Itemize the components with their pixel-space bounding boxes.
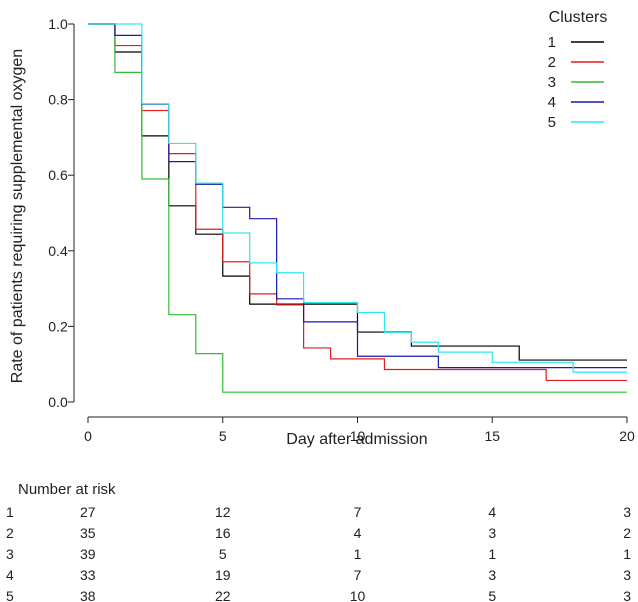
risk-count: 1 xyxy=(623,546,631,562)
risk-count: 3 xyxy=(623,567,631,583)
legend-title: Clusters xyxy=(549,9,608,26)
risk-count: 1 xyxy=(354,546,362,562)
y-tick-label: 0.0 xyxy=(48,394,68,410)
risk-row-label: 2 xyxy=(6,525,14,541)
risk-row-label: 4 xyxy=(6,567,14,583)
x-tick-label: 15 xyxy=(484,428,500,444)
x-tick-label: 10 xyxy=(350,428,366,444)
x-tick-label: 20 xyxy=(619,428,635,444)
risk-count: 22 xyxy=(215,588,231,602)
risk-count: 3 xyxy=(488,525,496,541)
risk-count: 19 xyxy=(215,567,231,583)
risk-count: 38 xyxy=(80,588,96,602)
y-tick-label: 0.4 xyxy=(48,243,68,259)
risk-count: 4 xyxy=(488,504,496,520)
series-line-cluster-3 xyxy=(88,23,627,393)
legend: Clusters 1 2 3 4 5 xyxy=(548,9,608,131)
risk-row-label: 3 xyxy=(6,546,14,562)
risk-count: 7 xyxy=(354,504,362,520)
y-tick-label: 0.6 xyxy=(48,167,68,183)
risk-count: 35 xyxy=(80,525,96,541)
series-layer xyxy=(88,23,627,393)
risk-count: 3 xyxy=(488,567,496,583)
y-tick-label: 1.0 xyxy=(48,16,68,32)
legend-label-5: 5 xyxy=(548,114,556,131)
risk-row-label: 1 xyxy=(6,504,14,520)
risk-count: 1 xyxy=(488,546,496,562)
x-tick-label: 5 xyxy=(219,428,227,444)
risk-count: 5 xyxy=(488,588,496,602)
y-axis-title: Rate of patients requiring supplemental … xyxy=(9,49,26,383)
legend-label-2: 2 xyxy=(548,54,556,71)
risk-count: 16 xyxy=(215,525,231,541)
risk-count: 33 xyxy=(80,567,96,583)
series-line-cluster-5 xyxy=(88,23,627,373)
x-tick-label: 0 xyxy=(84,428,92,444)
risk-table-title: Number at risk xyxy=(18,481,116,498)
risk-count: 5 xyxy=(219,546,227,562)
risk-count: 7 xyxy=(354,567,362,583)
risk-count: 10 xyxy=(350,588,366,602)
risk-row-label: 5 xyxy=(6,588,14,602)
x-axis-title: Day after admission xyxy=(286,431,427,448)
risk-count: 4 xyxy=(354,525,362,541)
risk-count: 39 xyxy=(80,546,96,562)
risk-count: 27 xyxy=(80,504,96,520)
risk-table: Number at risk 1 27 12 7 4 32 35 16 4 3 23 39 5 1 1 14 3… xyxy=(6,481,631,602)
risk-count: 3 xyxy=(623,588,631,602)
y-tick-label: 0.8 xyxy=(48,92,68,108)
legend-label-4: 4 xyxy=(548,94,556,111)
legend-label-1: 1 xyxy=(548,34,556,51)
x-axis: 0 5 10 15 20 xyxy=(84,416,635,444)
risk-count: 12 xyxy=(215,504,231,520)
y-tick-label: 0.2 xyxy=(48,318,68,334)
risk-count: 2 xyxy=(623,525,631,541)
y-axis: 0.0 0.2 0.4 0.6 0.8 1.0 xyxy=(48,16,75,410)
legend-label-3: 3 xyxy=(548,74,556,91)
risk-count: 3 xyxy=(623,504,631,520)
